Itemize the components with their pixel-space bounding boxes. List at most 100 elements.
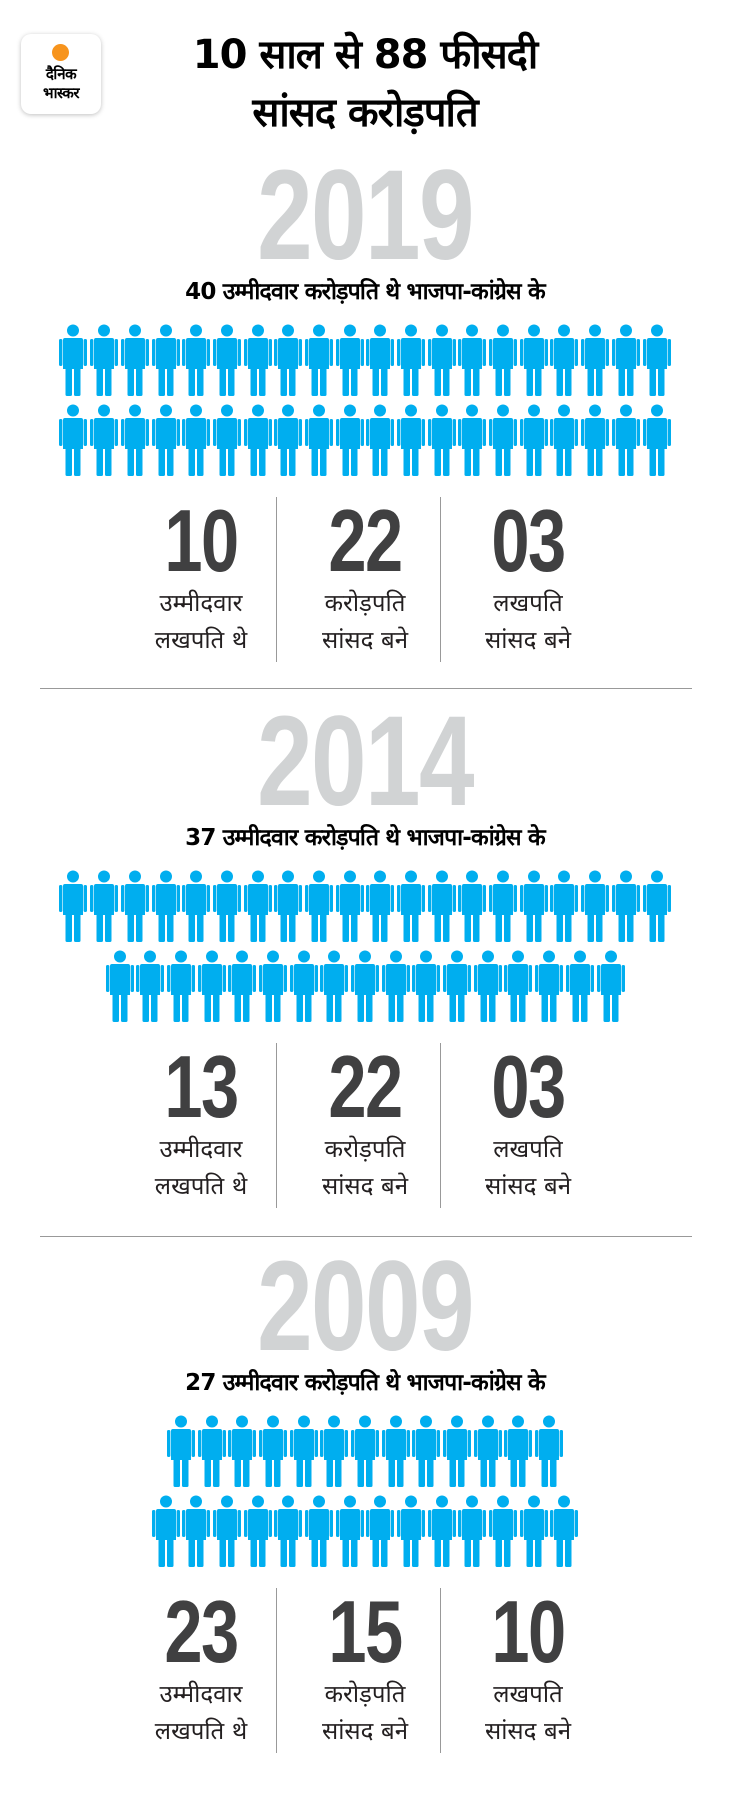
stat-block: 10 लखपति सांसद बने xyxy=(448,1582,608,1750)
person-icon xyxy=(105,950,134,1022)
section-subtitle: 27 उम्मीदवार करोड़पति थे भाजपा-कांग्रेस … xyxy=(185,1370,546,1396)
person-icon xyxy=(335,324,364,396)
person-icon xyxy=(182,870,211,942)
stat-label-line1: करोड़पति xyxy=(324,1680,406,1708)
stat-value: 22 xyxy=(328,1037,403,1136)
person-icon xyxy=(182,324,211,396)
person-icon xyxy=(243,324,272,396)
year-section-2014: 2014 37 उम्मीदवार करोड़पति थे भाजपा-कांग… xyxy=(0,698,730,1232)
person-icon xyxy=(274,404,303,476)
person-icon xyxy=(581,404,610,476)
stat-label-line2: लखपति थे xyxy=(154,1717,248,1745)
person-icon xyxy=(274,1495,303,1567)
person-icon xyxy=(550,404,579,476)
stat-label-line1: करोड़पति xyxy=(324,589,406,617)
logo-text-line2: भास्कर xyxy=(43,84,79,102)
person-icon xyxy=(642,324,671,396)
person-icon xyxy=(581,870,610,942)
stat-block: 10 उम्मीदवार लखपति थे xyxy=(121,491,281,659)
person-icon xyxy=(473,1415,502,1487)
stat-label-line2: सांसद बने xyxy=(321,1172,409,1200)
person-icon xyxy=(151,404,180,476)
stat-block: 15 करोड़पति सांसद बने xyxy=(285,1582,445,1750)
stat-block: 03 लखपति सांसद बने xyxy=(448,1037,608,1205)
stat-value: 03 xyxy=(491,1037,566,1136)
year-section-2019: 2019 40 उम्मीदवार करोड़पति थे भाजपा-कांग… xyxy=(0,152,730,686)
person-icon xyxy=(228,950,257,1022)
stat-label-line1: लखपति xyxy=(493,1135,563,1163)
figure-row xyxy=(0,324,730,396)
person-icon xyxy=(274,870,303,942)
stat-label: करोड़पति सांसद बने xyxy=(285,585,445,659)
person-icon xyxy=(366,404,395,476)
section-divider xyxy=(40,1236,692,1237)
column-divider xyxy=(440,1043,441,1208)
person-icon xyxy=(304,870,333,942)
stat-label-line1: उम्मीदवार xyxy=(159,589,243,617)
person-icon xyxy=(366,1495,395,1567)
person-icon xyxy=(458,870,487,942)
person-icon xyxy=(519,870,548,942)
stat-value: 03 xyxy=(491,491,566,590)
figure-row xyxy=(0,870,730,942)
person-icon xyxy=(166,1415,195,1487)
stat-label-line2: सांसद बने xyxy=(321,626,409,654)
stat-label: उम्मीदवार लखपति थे xyxy=(121,1131,281,1205)
person-icon xyxy=(320,1415,349,1487)
year-heading: 2019 xyxy=(257,144,474,287)
stat-value: 10 xyxy=(164,491,239,590)
person-icon xyxy=(304,1495,333,1567)
person-icon xyxy=(581,324,610,396)
person-icon xyxy=(397,870,426,942)
figure-row xyxy=(0,950,730,1022)
stat-value: 10 xyxy=(491,1582,566,1681)
person-icon xyxy=(443,950,472,1022)
stat-value: 23 xyxy=(164,1582,239,1681)
person-icon xyxy=(489,1495,518,1567)
year-heading: 2014 xyxy=(257,690,474,833)
person-icon xyxy=(258,1415,287,1487)
stat-label: करोड़पति सांसद बने xyxy=(285,1676,445,1750)
person-icon xyxy=(397,404,426,476)
person-icon xyxy=(381,950,410,1022)
stat-label-line1: लखपति xyxy=(493,589,563,617)
person-icon xyxy=(151,1495,180,1567)
stat-label: उम्मीदवार लखपति थे xyxy=(121,1676,281,1750)
person-icon xyxy=(59,324,88,396)
person-icon xyxy=(381,1415,410,1487)
person-icon xyxy=(197,950,226,1022)
stat-label-line2: सांसद बने xyxy=(484,1717,572,1745)
person-icon xyxy=(212,404,241,476)
person-icon xyxy=(120,870,149,942)
person-icon xyxy=(427,1495,456,1567)
person-icon xyxy=(397,324,426,396)
stat-label-line1: लखपति xyxy=(493,1680,563,1708)
column-divider xyxy=(276,497,277,662)
person-icon xyxy=(443,1415,472,1487)
person-icon xyxy=(611,404,640,476)
person-icon xyxy=(136,950,165,1022)
stat-label-line2: सांसद बने xyxy=(484,1172,572,1200)
person-icon xyxy=(504,950,533,1022)
stat-label: लखपति सांसद बने xyxy=(448,1676,608,1750)
person-icon xyxy=(550,324,579,396)
figure-row xyxy=(0,1415,730,1487)
person-icon xyxy=(489,324,518,396)
stat-label: उम्मीदवार लखपति थे xyxy=(121,585,281,659)
person-icon xyxy=(59,404,88,476)
section-subtitle: 40 उम्मीदवार करोड़पति थे भाजपा-कांग्रेस … xyxy=(185,279,546,305)
person-icon xyxy=(166,950,195,1022)
person-icon xyxy=(182,404,211,476)
stat-label-line2: सांसद बने xyxy=(484,626,572,654)
stat-block: 23 उम्मीदवार लखपति थे xyxy=(121,1582,281,1750)
stat-block: 13 उम्मीदवार लखपति थे xyxy=(121,1043,281,1205)
person-icon xyxy=(335,404,364,476)
person-icon xyxy=(458,324,487,396)
page-title-line1: 10 साल से 88 फीसदी xyxy=(192,32,538,78)
person-icon xyxy=(151,324,180,396)
stat-value: 15 xyxy=(328,1582,403,1681)
stat-label-line2: सांसद बने xyxy=(321,1717,409,1745)
person-icon xyxy=(427,324,456,396)
person-icon xyxy=(366,870,395,942)
person-icon xyxy=(197,1415,226,1487)
